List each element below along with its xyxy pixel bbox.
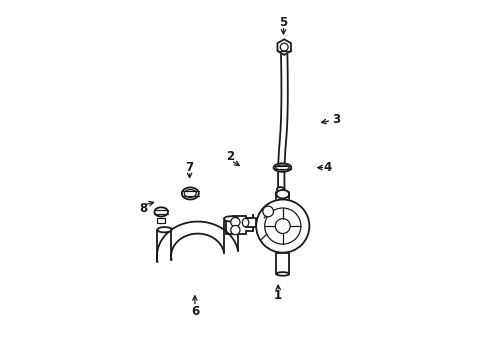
Text: 7: 7: [185, 161, 193, 174]
Ellipse shape: [276, 272, 288, 276]
Text: 6: 6: [190, 305, 199, 318]
Text: 4: 4: [323, 161, 331, 174]
Ellipse shape: [224, 216, 238, 221]
Circle shape: [263, 206, 273, 217]
Circle shape: [275, 219, 290, 234]
Ellipse shape: [276, 187, 284, 192]
Ellipse shape: [154, 207, 167, 216]
Ellipse shape: [184, 190, 196, 197]
Polygon shape: [245, 218, 256, 227]
Text: 8: 8: [139, 202, 147, 215]
Ellipse shape: [157, 227, 171, 233]
Circle shape: [280, 43, 287, 51]
Circle shape: [256, 199, 309, 253]
Circle shape: [264, 208, 300, 244]
Text: 3: 3: [332, 113, 340, 126]
Circle shape: [230, 225, 240, 235]
Ellipse shape: [276, 190, 288, 198]
Text: 2: 2: [226, 150, 234, 163]
Polygon shape: [277, 39, 290, 55]
Text: 1: 1: [274, 289, 282, 302]
Ellipse shape: [242, 218, 248, 227]
Polygon shape: [157, 218, 165, 222]
Text: 5: 5: [279, 16, 287, 29]
Polygon shape: [225, 214, 252, 234]
Ellipse shape: [275, 165, 288, 170]
Circle shape: [230, 217, 240, 227]
Ellipse shape: [273, 163, 291, 172]
Polygon shape: [276, 253, 288, 274]
Ellipse shape: [182, 188, 198, 199]
